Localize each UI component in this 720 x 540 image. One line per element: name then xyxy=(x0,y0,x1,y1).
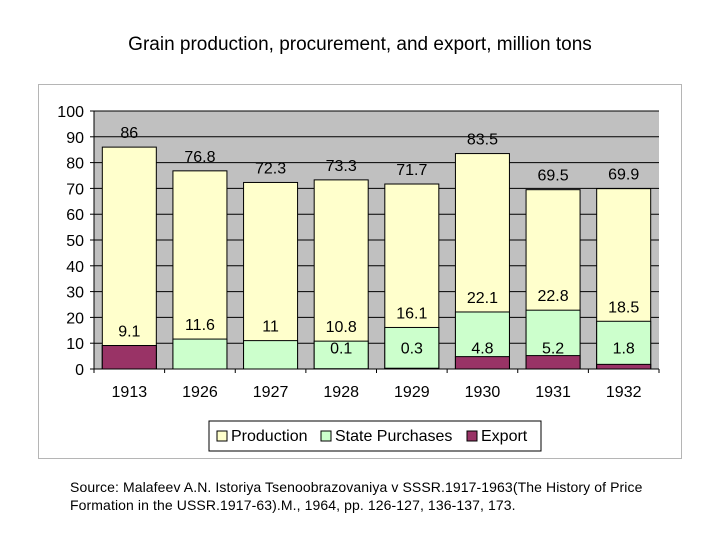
data-label-state-purchases: 10.8 xyxy=(326,319,357,336)
data-label-export: 5.2 xyxy=(542,341,564,358)
x-tick-label: 1929 xyxy=(394,384,430,401)
bar-production xyxy=(172,170,228,370)
bar-production xyxy=(101,146,157,370)
data-label-state-purchases: 18.5 xyxy=(608,299,639,316)
y-tick-label: 90 xyxy=(66,130,84,147)
y-tick-label: 50 xyxy=(66,233,84,250)
data-label-production: 86 xyxy=(120,125,138,142)
bar-export xyxy=(384,367,440,370)
legend-label-production: Production xyxy=(231,428,308,445)
data-label-production: 69.9 xyxy=(608,167,639,184)
data-label-state-purchases: 16.1 xyxy=(396,305,427,322)
legend-swatch-state-purchases xyxy=(320,430,332,442)
data-label-state-purchases: 9.1 xyxy=(118,324,140,341)
y-tick-label: 30 xyxy=(66,285,84,302)
data-label-production: 72.3 xyxy=(255,160,286,177)
y-tick-label: 70 xyxy=(66,181,84,198)
bar-production xyxy=(243,181,299,370)
y-tick-label: 40 xyxy=(66,259,84,276)
x-tick-label: 1930 xyxy=(465,384,501,401)
data-label-production: 73.3 xyxy=(326,158,357,175)
data-label-production: 71.7 xyxy=(396,162,427,179)
x-tick-label: 1927 xyxy=(253,384,289,401)
data-label-export: 4.8 xyxy=(471,341,493,358)
y-tick-label: 10 xyxy=(66,336,84,353)
legend-swatch-export xyxy=(466,430,478,442)
bar-export xyxy=(525,355,581,370)
y-tick-label: 20 xyxy=(66,310,84,327)
y-tick-label: 100 xyxy=(57,104,84,121)
legend-box xyxy=(208,420,542,452)
legend-label-state-purchases: State Purchases xyxy=(335,428,452,445)
bar-state-purchases xyxy=(243,340,299,370)
data-label-export: 0.3 xyxy=(401,341,423,358)
legend-label-export: Export xyxy=(481,428,528,445)
data-label-export: 1.8 xyxy=(613,341,635,358)
data-label-state-purchases: 11.6 xyxy=(185,317,215,334)
x-tick-label: 1926 xyxy=(182,384,218,401)
bar-export xyxy=(596,363,652,370)
x-tick-label: 1931 xyxy=(535,384,571,401)
chart-title: Grain production, procurement, and expor… xyxy=(128,34,592,55)
bar-state-purchases xyxy=(596,320,652,370)
bar-state-purchases xyxy=(172,338,228,370)
data-label-state-purchases: 22.8 xyxy=(537,288,568,305)
bar-production xyxy=(313,179,369,370)
x-tick-label: 1913 xyxy=(112,384,148,401)
y-tick-label: 0 xyxy=(75,362,84,379)
bar-chart: 0 10 20 30 40 50 60 70 80 90 100 86 9.1 1913 76.8 11.6 1… xyxy=(57,104,660,452)
chart-frame: 0 10 20 30 40 50 60 70 80 90 100 86 9.1 1913 76.8 11.6 1… xyxy=(38,84,682,459)
data-label-production: 83.5 xyxy=(467,132,498,149)
data-label-state-purchases: 22.1 xyxy=(467,290,498,307)
data-label-production: 69.5 xyxy=(537,168,568,185)
y-tick-label: 80 xyxy=(66,156,84,173)
source-note: Source: Malafeev A.N. Istoriya Tsenoobra… xyxy=(70,479,643,513)
legend-swatch-production xyxy=(216,430,228,442)
data-label-production: 76.8 xyxy=(184,149,215,166)
bar-export xyxy=(454,356,510,370)
x-tick-label: 1932 xyxy=(606,384,642,401)
bar-export xyxy=(101,345,157,370)
data-label-export: 0.1 xyxy=(330,341,352,358)
y-tick-label: 60 xyxy=(66,207,84,224)
data-label-state-purchases: 11 xyxy=(262,319,279,336)
x-tick-label: 1928 xyxy=(323,384,359,401)
